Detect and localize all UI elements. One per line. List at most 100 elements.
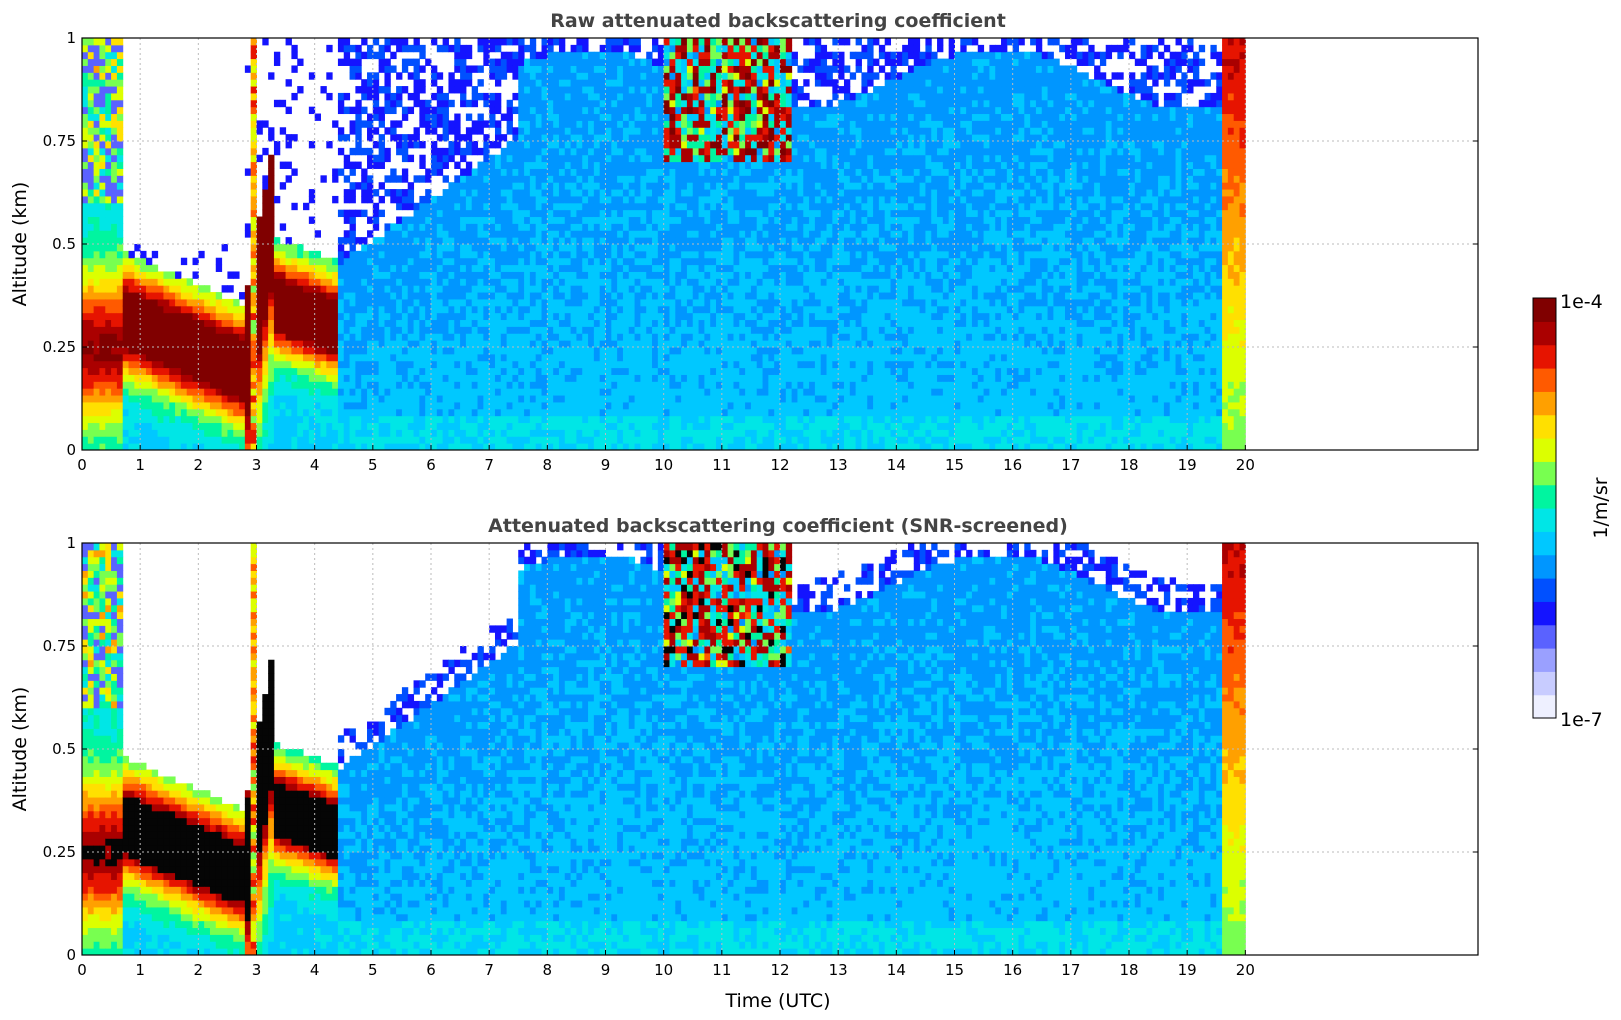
heatmap-cell	[355, 347, 361, 354]
heatmap-cell	[373, 368, 379, 375]
heatmap-cell	[233, 326, 239, 333]
heatmap-cell	[268, 306, 274, 313]
heatmap-cell	[181, 423, 187, 430]
heatmap-cell	[198, 347, 204, 354]
heatmap-cell	[257, 265, 263, 272]
heatmap-cell	[408, 402, 414, 409]
heatmap-cell	[117, 45, 123, 52]
heatmap-cell	[437, 278, 443, 285]
heatmap-cell	[129, 271, 135, 278]
heatmap-cell	[257, 320, 263, 327]
heatmap-cell	[315, 416, 321, 423]
heatmap-cell	[257, 381, 263, 388]
heatmap-cell	[257, 409, 263, 416]
heatmap-cell	[239, 333, 245, 340]
heatmap-cell	[309, 107, 315, 114]
heatmap-cell	[268, 217, 274, 224]
heatmap-cell	[408, 134, 414, 141]
heatmap-cell	[286, 237, 292, 244]
heatmap-cell	[163, 381, 169, 388]
heatmap-cell	[146, 340, 152, 347]
heatmap-cell	[326, 368, 332, 375]
heatmap-cell	[88, 320, 94, 327]
heatmap-cell	[239, 395, 245, 402]
heatmap-cell	[82, 292, 88, 299]
heatmap-cell	[280, 326, 286, 333]
heatmap-cell	[396, 100, 402, 107]
heatmap-cell	[134, 326, 140, 333]
heatmap-cell	[396, 86, 402, 93]
heatmap-cell	[402, 217, 408, 224]
heatmap-cell	[396, 320, 402, 327]
heatmap-cell	[163, 285, 169, 292]
heatmap-cell	[437, 361, 443, 368]
heatmap-cell	[419, 292, 425, 299]
heatmap-cell	[227, 354, 233, 361]
heatmap-cell	[99, 368, 105, 375]
heatmap-cell	[117, 388, 123, 395]
heatmap-cell	[443, 395, 449, 402]
heatmap-cell	[257, 127, 263, 134]
heatmap-cell	[396, 423, 402, 430]
heatmap-cell	[99, 381, 105, 388]
heatmap-cell	[414, 402, 420, 409]
heatmap-cell	[361, 196, 367, 203]
heatmap-cell	[158, 333, 164, 340]
heatmap-cell	[94, 402, 100, 409]
heatmap-cell	[332, 402, 338, 409]
heatmap-cell	[88, 278, 94, 285]
heatmap-cell	[268, 196, 274, 203]
heatmap-cell	[419, 361, 425, 368]
heatmap-cell	[99, 155, 105, 162]
heatmap-cell	[140, 292, 146, 299]
heatmap-cell	[373, 326, 379, 333]
heatmap-cell	[262, 381, 268, 388]
heatmap-cell	[431, 423, 437, 430]
heatmap-cell	[193, 381, 199, 388]
heatmap-cell	[99, 320, 105, 327]
heatmap-cell	[419, 251, 425, 258]
heatmap-cell	[129, 368, 135, 375]
heatmap-cell	[111, 189, 117, 196]
heatmap-cell	[338, 251, 344, 258]
heatmap-cell	[94, 59, 100, 66]
heatmap-cell	[408, 416, 414, 423]
heatmap-cell	[105, 388, 111, 395]
heatmap-cell	[158, 271, 164, 278]
heatmap-cell	[117, 86, 123, 93]
heatmap-cell	[111, 368, 117, 375]
heatmap-cell	[140, 251, 146, 258]
heatmap-cell	[414, 436, 420, 443]
heatmap-cell	[82, 230, 88, 237]
heatmap-cell	[344, 381, 350, 388]
heatmap-cell	[187, 409, 193, 416]
heatmap-cell	[338, 374, 344, 381]
heatmap-cell	[227, 423, 233, 430]
heatmap-cell	[402, 313, 408, 320]
heatmap-cell	[350, 223, 356, 230]
heatmap-cell	[350, 278, 356, 285]
heatmap-cell	[111, 395, 117, 402]
heatmap-cell	[361, 354, 367, 361]
heatmap-cell	[111, 354, 117, 361]
heatmap-cell	[425, 107, 431, 114]
heatmap-cell	[88, 182, 94, 189]
heatmap-cell	[419, 285, 425, 292]
heatmap-cell	[175, 278, 181, 285]
heatmap-cell	[396, 416, 402, 423]
heatmap-cell	[140, 443, 146, 450]
heatmap-cell	[222, 244, 228, 251]
heatmap-cell	[99, 443, 105, 450]
heatmap-cell	[280, 313, 286, 320]
heatmap-cell	[431, 278, 437, 285]
heatmap-cell	[262, 347, 268, 354]
heatmap-cell	[390, 285, 396, 292]
heatmap-cell	[326, 72, 332, 79]
heatmap-cell	[152, 326, 158, 333]
heatmap-cell	[326, 436, 332, 443]
heatmap-cell	[344, 409, 350, 416]
heatmap-cell	[251, 79, 257, 86]
heatmap-cell	[286, 79, 292, 86]
heatmap-cell	[117, 189, 123, 196]
heatmap-cell	[111, 79, 117, 86]
